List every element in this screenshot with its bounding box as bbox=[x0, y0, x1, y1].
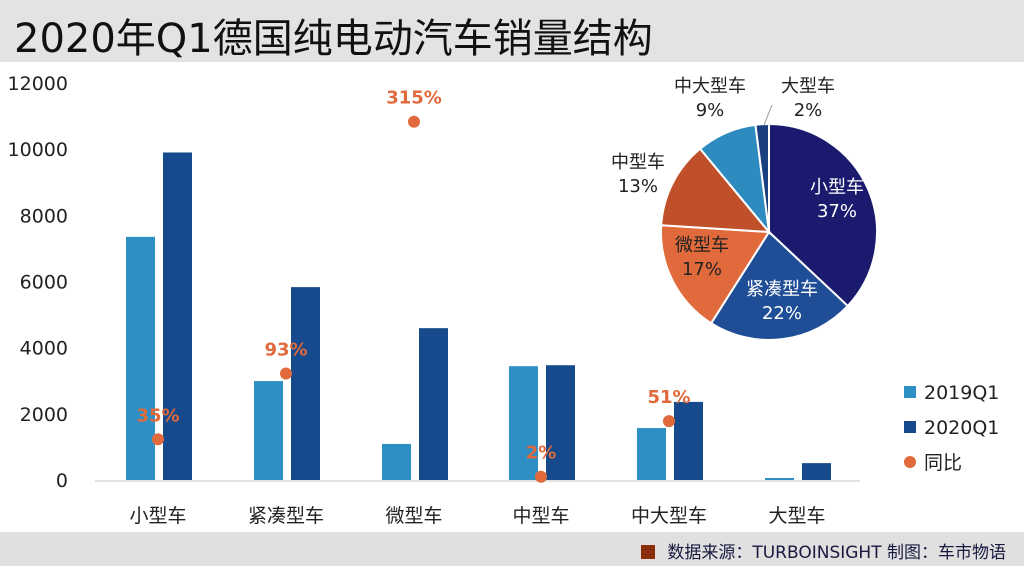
yoy-label: 315% bbox=[386, 88, 442, 109]
legend-swatch-2020q1 bbox=[904, 421, 916, 433]
yoy-point bbox=[408, 115, 420, 128]
x-tick-label: 大型车 bbox=[768, 505, 825, 527]
yoy-label: 35% bbox=[136, 405, 179, 426]
yoy-point bbox=[280, 367, 292, 380]
page-title: 2020年Q1德国纯电动汽车销量结构 bbox=[14, 16, 653, 62]
pie-label: 中大型车 bbox=[674, 76, 746, 97]
yoy-point bbox=[663, 415, 675, 428]
x-tick-label: 小型车 bbox=[129, 505, 186, 527]
x-tick-label: 中大型车 bbox=[631, 505, 707, 527]
footer-bar: 数据来源：TURBOINSIGHT 制图：车市物语 bbox=[0, 532, 1024, 566]
pie-label: 大型车 bbox=[781, 76, 835, 97]
bar-2020q1 bbox=[419, 328, 448, 480]
legend-marker-yoy bbox=[904, 456, 916, 468]
pie-value: 9% bbox=[696, 100, 725, 121]
y-tick-label: 10000 bbox=[8, 139, 68, 161]
yoy-point bbox=[152, 433, 164, 446]
pie-label: 小型车 bbox=[810, 177, 864, 198]
bar-2020q1 bbox=[163, 152, 192, 480]
x-tick-label: 紧凑型车 bbox=[248, 505, 324, 527]
bar-2020q1 bbox=[291, 287, 320, 480]
y-tick-label: 0 bbox=[56, 470, 68, 492]
bar-2019q1 bbox=[509, 366, 538, 480]
bar-2019q1 bbox=[765, 478, 794, 480]
bar-2020q1 bbox=[546, 365, 575, 480]
x-tick-label: 中型车 bbox=[512, 505, 569, 527]
y-tick-label: 8000 bbox=[20, 205, 68, 227]
title-bar: 2020年Q1德国纯电动汽车销量结构 bbox=[0, 0, 1024, 62]
pie-label: 中型车 bbox=[611, 152, 665, 173]
y-tick-label: 12000 bbox=[8, 73, 68, 95]
pie-value: 13% bbox=[618, 176, 658, 197]
pie-slice bbox=[660, 224, 771, 325]
yoy-label: 51% bbox=[647, 387, 690, 408]
pie-slice bbox=[660, 147, 772, 234]
y-tick-label: 6000 bbox=[20, 272, 68, 294]
bar-2019q1 bbox=[126, 236, 155, 480]
x-tick-label: 微型车 bbox=[385, 505, 442, 527]
legend-label-2019q1: 2019Q1 bbox=[924, 382, 999, 404]
pie-value: 2% bbox=[794, 100, 823, 121]
pie-label: 微型车 bbox=[675, 235, 729, 256]
source-square-icon bbox=[641, 545, 656, 559]
legend-label-yoy: 同比 bbox=[924, 452, 962, 474]
pie-value: 17% bbox=[682, 259, 722, 280]
pie-slice bbox=[754, 122, 770, 233]
pie-slice bbox=[768, 122, 878, 308]
bar-2019q1 bbox=[637, 428, 666, 480]
source-text: 数据来源：TURBOINSIGHT 制图：车市物语 bbox=[667, 543, 1006, 563]
yoy-point bbox=[535, 470, 547, 483]
bar-2019q1 bbox=[382, 443, 411, 480]
bar-2020q1 bbox=[802, 463, 831, 480]
legend-swatch-2019q1 bbox=[904, 386, 916, 398]
pie-value: 22% bbox=[762, 303, 802, 324]
legend-label-2020q1: 2020Q1 bbox=[924, 417, 999, 439]
pie-label: 紧凑型车 bbox=[746, 279, 818, 300]
bar-2020q1 bbox=[674, 401, 703, 480]
yoy-label: 93% bbox=[264, 340, 307, 361]
pie-value: 37% bbox=[817, 201, 857, 222]
yoy-label: 2% bbox=[526, 443, 557, 464]
pie-leader-line bbox=[763, 104, 773, 126]
pie-slice bbox=[709, 230, 850, 341]
source-note: 数据来源：TURBOINSIGHT 制图：车市物语 bbox=[641, 538, 1006, 563]
bar-2019q1 bbox=[254, 381, 283, 480]
y-tick-label: 4000 bbox=[20, 338, 68, 360]
y-tick-label: 2000 bbox=[20, 404, 68, 426]
